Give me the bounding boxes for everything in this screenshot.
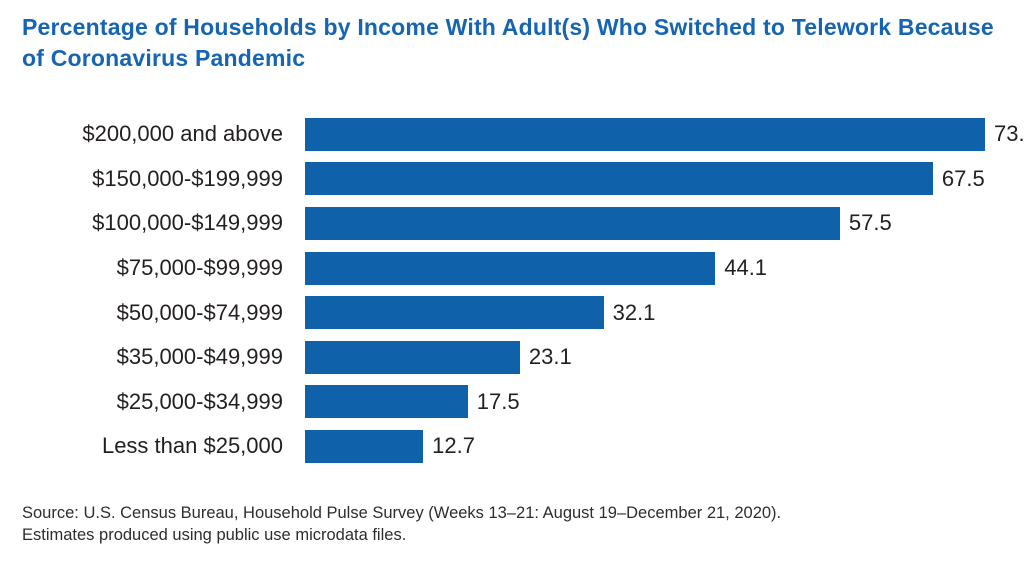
bar — [305, 117, 985, 151]
bar — [305, 385, 468, 419]
bar-track: 73.1 — [283, 117, 1024, 151]
category-label: $75,000-$99,999 — [116, 255, 283, 281]
bar-track: 23.1 — [283, 340, 1002, 374]
value-label: 32.1 — [612, 299, 656, 325]
bar-chart: $200,000 and above 73.1 $150,000-$199,999 6… — [22, 112, 1024, 469]
category-label: $100,000-$149,999 — [92, 210, 283, 236]
bar-track: 67.5 — [283, 162, 1002, 196]
value-label: 23.1 — [528, 344, 572, 370]
value-label: 12.7 — [432, 433, 475, 459]
bar — [305, 206, 840, 240]
bar-row: $25,000-$34,999 17.5 — [22, 380, 1002, 425]
bar-track: 12.7 — [283, 429, 1002, 463]
value-label: 67.5 — [941, 165, 985, 191]
bar — [305, 162, 933, 196]
bar — [305, 340, 520, 374]
source-line-1: Source: U.S. Census Bureau, Household Pu… — [22, 503, 782, 522]
category-label: $50,000-$74,999 — [116, 299, 283, 325]
bar-row: $35,000-$49,999 23.1 — [22, 335, 1002, 380]
bar-row: $200,000 and above 73.1 — [22, 112, 1024, 157]
value-label: 44.1 — [724, 255, 768, 281]
bar-track: 44.1 — [283, 251, 1002, 285]
bar-row: $100,000-$149,999 57.5 — [22, 201, 1002, 246]
value-label: 17.5 — [476, 388, 520, 414]
bar-track: 17.5 — [283, 385, 1002, 419]
value-label: 57.5 — [848, 210, 892, 236]
bar-row: Less than $25,000 12.7 — [22, 424, 1002, 469]
bar-track: 32.1 — [283, 296, 1002, 330]
category-label: $200,000 and above — [82, 121, 283, 147]
bar — [305, 429, 424, 463]
category-label: $35,000-$49,999 — [116, 344, 283, 370]
bar — [305, 296, 604, 330]
bar-row: $50,000-$74,999 32.1 — [22, 290, 1002, 335]
bar — [305, 251, 716, 285]
bar-track: 57.5 — [283, 206, 1002, 240]
category-label: $25,000-$34,999 — [116, 388, 283, 414]
bar-row: $75,000-$99,999 44.1 — [22, 246, 1002, 291]
source-line-2: Estimates produced using public use micr… — [22, 525, 407, 544]
value-label: 73.1 — [994, 121, 1024, 147]
source-note: Source: U.S. Census Bureau, Household Pu… — [22, 502, 1002, 546]
bar-row: $150,000-$199,999 67.5 — [22, 157, 1002, 202]
chart-title: Percentage of Households by Income With … — [22, 14, 994, 71]
category-label: Less than $25,000 — [101, 433, 283, 459]
category-label: $150,000-$199,999 — [92, 165, 283, 191]
